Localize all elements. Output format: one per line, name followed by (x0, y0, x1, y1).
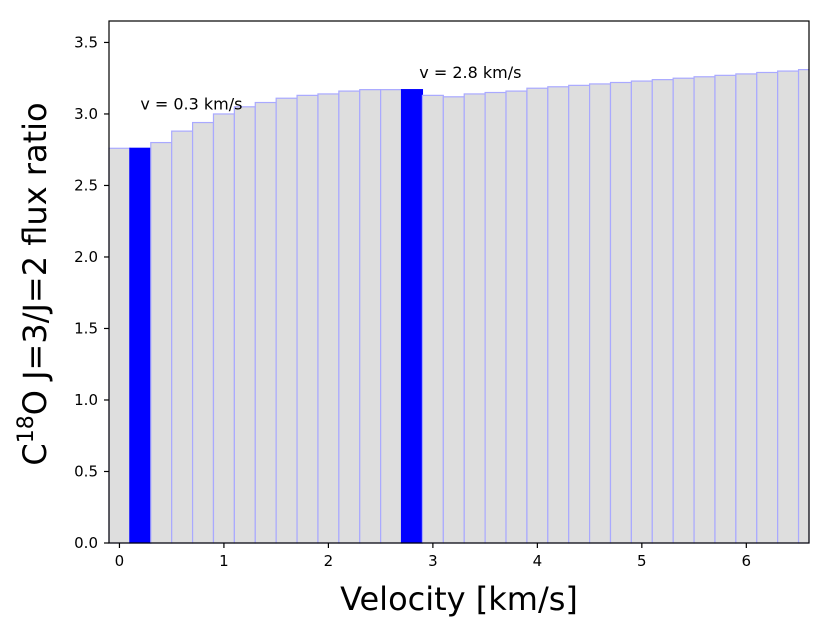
y-tick-label: 2.5 (74, 176, 98, 194)
bar (693, 76, 716, 544)
axes-border (108, 20, 810, 544)
bar (317, 93, 340, 544)
bar (171, 130, 194, 544)
bar (359, 89, 382, 544)
bar (505, 90, 528, 544)
bar (484, 91, 507, 544)
bar (588, 83, 612, 544)
bar (714, 74, 737, 544)
bar (777, 70, 800, 544)
y-tick-label: 3.5 (74, 33, 98, 51)
bar (421, 94, 444, 544)
y-tick-label: 1.0 (74, 391, 98, 409)
bar (609, 81, 632, 544)
y-axis-label: C18O J=3/J=2 flux ratio (14, 102, 54, 465)
y-tick-label: 1.5 (74, 319, 98, 337)
x-tick-label: 0 (115, 552, 125, 570)
x-tick-label: 5 (637, 552, 647, 570)
y-tick-label: 2.0 (74, 248, 98, 266)
bar (756, 71, 779, 544)
axes-frame (108, 20, 810, 544)
bar (212, 113, 235, 544)
bar (797, 69, 810, 544)
bar (380, 89, 403, 544)
bar (338, 90, 361, 544)
bar (296, 94, 319, 544)
x-axis-label: Velocity [km/s] (340, 580, 578, 618)
bar (233, 106, 256, 544)
bars-group (108, 69, 810, 544)
bar (547, 86, 570, 544)
bar (651, 79, 674, 544)
y-axis-label-suffix: O J=3/J=2 flux ratio (16, 102, 54, 415)
x-tick-label: 6 (742, 552, 752, 570)
annotation-label: v = 0.3 km/s (140, 95, 242, 114)
bar (191, 121, 215, 544)
bar (568, 84, 591, 544)
x-tick-label: 4 (533, 552, 543, 570)
highlighted-bar (129, 147, 152, 544)
annotations-group: v = 0.3 km/s v = 2.8 km/s (140, 63, 521, 113)
y-axis-label-superscript: 18 (14, 415, 39, 443)
bar (150, 141, 173, 544)
bar (735, 73, 758, 544)
y-axis-ticks: 0.0 0.5 1.0 1.5 2.0 2.5 3.0 3.5 (74, 33, 109, 552)
bar (463, 93, 486, 544)
bar (254, 101, 277, 544)
highlighted-bar (400, 89, 424, 544)
y-tick-label: 0.5 (74, 462, 98, 480)
x-tick-label: 1 (219, 552, 229, 570)
x-axis-ticks: 0 1 2 3 4 5 6 (115, 543, 751, 570)
y-tick-label: 3.0 (74, 105, 98, 123)
x-tick-label: 2 (324, 552, 334, 570)
bar (672, 77, 695, 544)
bar (526, 87, 549, 544)
y-tick-label: 0.0 (74, 534, 98, 552)
bar (275, 97, 298, 544)
bar (442, 96, 465, 544)
y-axis-label-prefix: C (16, 443, 54, 465)
annotation-label: v = 2.8 km/s (419, 63, 521, 82)
bar (108, 147, 131, 544)
bar (630, 80, 653, 544)
x-tick-label: 3 (428, 552, 438, 570)
